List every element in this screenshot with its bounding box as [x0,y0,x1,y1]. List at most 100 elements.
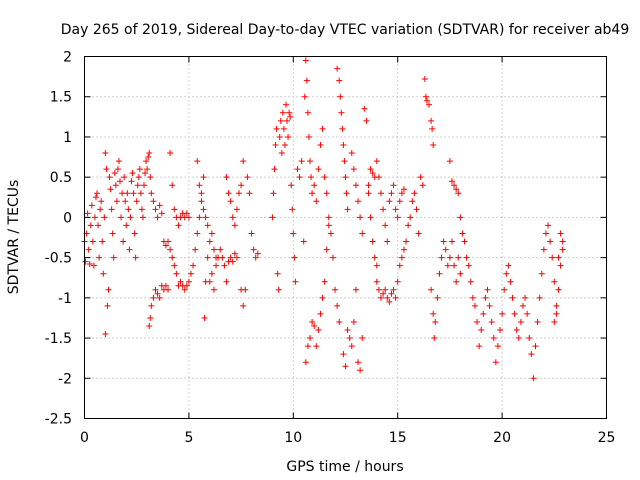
data-point [229,258,236,265]
data-point [474,318,481,325]
data-point [185,214,192,221]
data-point [294,166,301,173]
data-point [139,214,146,221]
data-point [451,182,458,189]
data-point [305,133,312,140]
data-point [423,97,430,104]
data-point [124,190,131,197]
data-point [169,254,176,261]
data-point [143,158,150,165]
data-point [553,310,560,317]
data-point [206,278,213,285]
data-point [127,214,134,221]
data-point [183,210,190,217]
data-point [367,166,374,173]
data-point [165,238,172,245]
data-point [102,150,109,157]
chart-title: Day 265 of 2019, Sidereal Day-to-day VTE… [61,22,630,38]
y-tick-label: 1 [63,130,72,146]
y-tick-label: 1.5 [50,90,72,106]
data-point [132,254,139,261]
data-point [194,158,201,165]
data-point [108,206,115,213]
data-point [350,166,357,173]
data-point [480,310,487,317]
data-point [343,190,350,197]
data-point [419,182,426,189]
data-point [390,182,397,189]
data-point [428,117,435,124]
data-point [501,286,508,293]
data-point [336,77,343,84]
data-point [332,286,339,293]
data-point [301,93,308,100]
data-point [355,198,362,205]
data-point [309,190,316,197]
data-point [448,178,455,185]
data-point [227,198,234,205]
data-point [181,286,188,293]
data-point [231,222,238,229]
data-point [167,150,174,157]
data-point [373,278,380,285]
x-tick-label: 10 [284,430,302,446]
data-point [204,222,211,229]
data-point [317,141,324,148]
data-point [405,222,412,229]
data-point [426,101,433,108]
data-point [142,170,149,177]
data-points [81,57,566,382]
data-point [555,286,562,293]
data-point [137,190,144,197]
data-point [194,230,201,237]
data-point [319,125,326,132]
data-point [229,214,236,221]
data-point [553,302,560,309]
data-point [346,335,353,342]
data-point [440,238,447,245]
data-point [311,322,318,329]
data-point [321,278,328,285]
data-point [123,222,130,229]
data-point [128,178,135,185]
data-point [361,105,368,112]
data-point [313,198,320,205]
data-point [315,166,322,173]
data-point [321,174,328,181]
data-point [219,254,226,261]
data-point [369,238,376,245]
data-point [432,318,439,325]
data-point [559,246,566,253]
data-point [198,190,205,197]
data-point [339,125,346,132]
data-point [141,182,148,189]
data-point [407,214,414,221]
data-point [169,182,176,189]
data-point [398,190,405,197]
data-point [302,57,309,64]
data-point [344,206,351,213]
y-axis-label: SDTVAR / TECUs [6,180,22,295]
data-point [457,214,464,221]
data-point [422,93,429,100]
data-point [217,246,224,253]
data-point [292,278,299,285]
data-point [340,351,347,358]
data-point [275,286,282,293]
data-point [162,282,169,289]
data-point [415,230,422,237]
data-point [270,190,277,197]
data-point [114,166,121,173]
data-point [384,238,391,245]
data-point [507,278,514,285]
data-point [227,254,234,261]
data-point [200,206,207,213]
data-point [478,327,485,334]
data-point [476,343,483,350]
y-tick-label: -1 [58,291,72,307]
data-point [223,278,230,285]
data-point [122,198,129,205]
data-point [513,327,520,334]
x-tick-label: 0 [80,430,89,446]
data-point [388,290,395,297]
